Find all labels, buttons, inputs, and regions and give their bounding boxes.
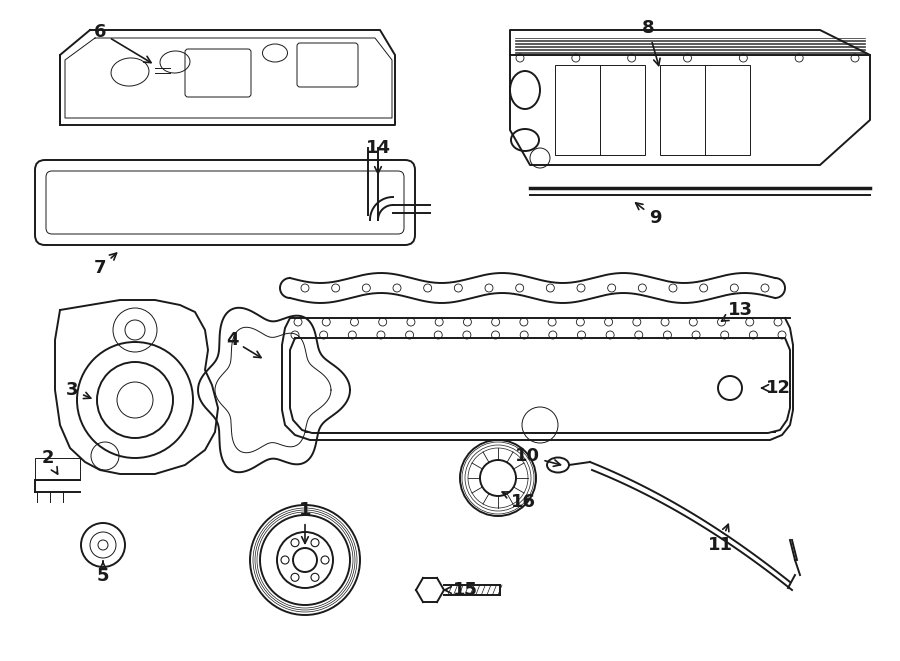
Bar [35, 458, 80, 480]
Text: 12: 12 [761, 379, 790, 397]
Text: 13: 13 [722, 301, 752, 321]
Bar [555, 65, 645, 155]
Text: 8: 8 [642, 19, 660, 65]
Text: 14: 14 [365, 139, 391, 173]
Bar [660, 65, 750, 155]
Text: 16: 16 [502, 492, 536, 511]
Text: 11: 11 [707, 524, 733, 554]
Text: 15: 15 [445, 581, 478, 599]
Text: 3: 3 [66, 381, 91, 399]
Text: 6: 6 [94, 23, 151, 63]
Text: 7: 7 [94, 253, 117, 277]
Text: 2: 2 [41, 449, 58, 474]
Text: 5: 5 [97, 561, 109, 585]
Text: 1: 1 [299, 501, 311, 543]
Text: 10: 10 [515, 447, 561, 467]
Text: 4: 4 [226, 331, 261, 358]
Text: 9: 9 [635, 203, 662, 227]
